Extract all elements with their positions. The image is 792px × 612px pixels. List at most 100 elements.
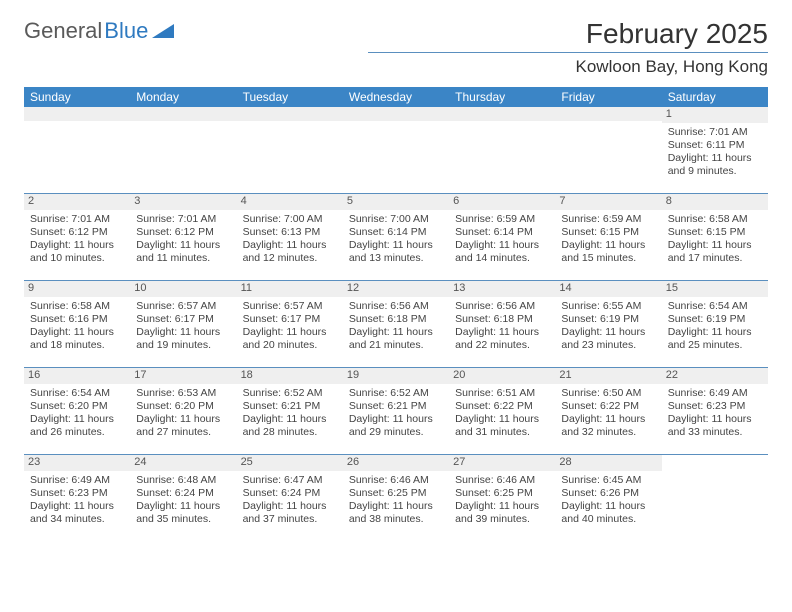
empty-cell [662,455,768,541]
sunset-line: Sunset: 6:25 PM [455,487,549,500]
logo-triangle-icon [152,24,174,38]
title-block: February 2025 Kowloon Bay, Hong Kong [368,18,768,77]
day-cell: 17Sunrise: 6:53 AMSunset: 6:20 PMDayligh… [130,368,236,454]
day-header-cell: Sunday [24,87,130,107]
empty-cell [237,107,343,193]
sunset-line: Sunset: 6:16 PM [30,313,124,326]
sunrise-line: Sunrise: 6:54 AM [668,300,762,313]
day-number: 20 [449,368,555,384]
day-cell: 27 Sunrise: 6:46 AMSunset: 6:25 PMDayligh… [449,455,555,541]
day-cell: 3Sunrise: 7:01 AMSunset: 6:12 PMDaylight… [130,194,236,280]
sunrise-line: Sunrise: 6:46 AM [455,474,549,487]
day-cell: 2Sunrise: 7:01 AMSunset: 6:12 PMDaylight… [24,194,130,280]
daylight-line: Daylight: 11 hours and 25 minutes. [668,326,762,352]
sunset-line: Sunset: 6:14 PM [455,226,549,239]
sunrise-line: Sunrise: 6:58 AM [668,213,762,226]
day-number: 22 [662,368,768,384]
day-cell: 21Sunrise: 6:50 AMSunset: 6:22 PMDayligh… [555,368,661,454]
day-number: 13 [449,281,555,297]
day-number: 6 [449,194,555,210]
day-cell: 7Sunrise: 6:59 AMSunset: 6:15 PMDaylight… [555,194,661,280]
empty-day-shade [24,107,130,121]
empty-cell [130,107,236,193]
sunrise-line: Sunrise: 6:49 AM [30,474,124,487]
sunrise-line: Sunrise: 7:01 AM [136,213,230,226]
day-cell: 20Sunrise: 6:51 AMSunset: 6:22 PMDayligh… [449,368,555,454]
day-number: 7 [555,194,661,210]
day-number: 5 [343,194,449,210]
day-cell: 26Sunrise: 6:46 AMSunset: 6:25 PMDayligh… [343,455,449,541]
day-header-cell: Friday [555,87,661,107]
sunrise-line: Sunrise: 6:51 AM [455,387,549,400]
day-header-cell: Monday [130,87,236,107]
sunrise-line: Sunrise: 7:00 AM [243,213,337,226]
daylight-line: Daylight: 11 hours and 40 minutes. [561,500,655,526]
day-header-cell: Thursday [449,87,555,107]
sunset-line: Sunset: 6:12 PM [30,226,124,239]
daylight-line: Daylight: 11 hours and 11 minutes. [136,239,230,265]
day-cell: 18Sunrise: 6:52 AMSunset: 6:21 PMDayligh… [237,368,343,454]
day-header-cell: Saturday [662,87,768,107]
day-cell: 15 Sunrise: 6:54 AMSunset: 6:19 PMDayligh… [662,281,768,367]
sunset-line: Sunset: 6:24 PM [243,487,337,500]
sunrise-line: Sunrise: 6:45 AM [561,474,655,487]
day-cell: 13Sunrise: 6:56 AMSunset: 6:18 PMDayligh… [449,281,555,367]
day-cell: 25Sunrise: 6:47 AMSunset: 6:24 PMDayligh… [237,455,343,541]
header: GeneralBlue February 2025 Kowloon Bay, H… [24,18,768,77]
week-row: 9Sunrise: 6:58 AMSunset: 6:16 PMDaylight… [24,280,768,367]
sunrise-line: Sunrise: 6:56 AM [349,300,443,313]
logo-text-2: Blue [104,18,148,44]
day-cell: 10Sunrise: 6:57 AMSunset: 6:17 PMDayligh… [130,281,236,367]
day-number: 9 [24,281,130,297]
daylight-line: Daylight: 11 hours and 18 minutes. [30,326,124,352]
daylight-line: Daylight: 11 hours and 13 minutes. [349,239,443,265]
sunrise-line: Sunrise: 6:58 AM [30,300,124,313]
sunrise-line: Sunrise: 6:49 AM [668,387,762,400]
day-number: 26 [343,455,449,471]
sunrise-line: Sunrise: 6:50 AM [561,387,655,400]
day-number: 8 [662,194,768,210]
sunset-line: Sunset: 6:15 PM [668,226,762,239]
sunrise-line: Sunrise: 7:00 AM [349,213,443,226]
sunset-line: Sunset: 6:20 PM [136,400,230,413]
daylight-line: Daylight: 11 hours and 35 minutes. [136,500,230,526]
day-number: 25 [237,455,343,471]
sunrise-line: Sunrise: 6:56 AM [455,300,549,313]
calendar-page: GeneralBlue February 2025 Kowloon Bay, H… [0,0,792,559]
day-number: 11 [237,281,343,297]
daylight-line: Daylight: 11 hours and 20 minutes. [243,326,337,352]
empty-cell [449,107,555,193]
day-cell: 16Sunrise: 6:54 AMSunset: 6:20 PMDayligh… [24,368,130,454]
sunset-line: Sunset: 6:21 PM [349,400,443,413]
sunset-line: Sunset: 6:24 PM [136,487,230,500]
sunrise-line: Sunrise: 6:52 AM [243,387,337,400]
daylight-line: Daylight: 11 hours and 34 minutes. [30,500,124,526]
day-number: 12 [343,281,449,297]
empty-day-shade [130,107,236,121]
day-cell: 14Sunrise: 6:55 AMSunset: 6:19 PMDayligh… [555,281,661,367]
sunset-line: Sunset: 6:23 PM [668,400,762,413]
daylight-line: Daylight: 11 hours and 28 minutes. [243,413,337,439]
sunset-line: Sunset: 6:19 PM [668,313,762,326]
daylight-line: Daylight: 11 hours and 9 minutes. [668,152,762,178]
daylight-line: Daylight: 11 hours and 14 minutes. [455,239,549,265]
calendar: SundayMondayTuesdayWednesdayThursdayFrid… [24,87,768,541]
sunset-line: Sunset: 6:20 PM [30,400,124,413]
day-number: 19 [343,368,449,384]
day-number: 16 [24,368,130,384]
day-header-row: SundayMondayTuesdayWednesdayThursdayFrid… [24,87,768,107]
daylight-line: Daylight: 11 hours and 26 minutes. [30,413,124,439]
sunrise-line: Sunrise: 6:55 AM [561,300,655,313]
day-number: 15 [662,281,768,297]
daylight-line: Daylight: 11 hours and 39 minutes. [455,500,549,526]
day-cell: 8Sunrise: 6:58 AMSunset: 6:15 PMDaylight… [662,194,768,280]
day-cell: 23Sunrise: 6:49 AMSunset: 6:23 PMDayligh… [24,455,130,541]
sunrise-line: Sunrise: 6:52 AM [349,387,443,400]
month-title: February 2025 [368,18,768,53]
sunset-line: Sunset: 6:13 PM [243,226,337,239]
sunset-line: Sunset: 6:22 PM [455,400,549,413]
day-number: 27 [449,455,555,471]
sunset-line: Sunset: 6:12 PM [136,226,230,239]
day-cell: 4Sunrise: 7:00 AMSunset: 6:13 PMDaylight… [237,194,343,280]
day-number: 2 [24,194,130,210]
